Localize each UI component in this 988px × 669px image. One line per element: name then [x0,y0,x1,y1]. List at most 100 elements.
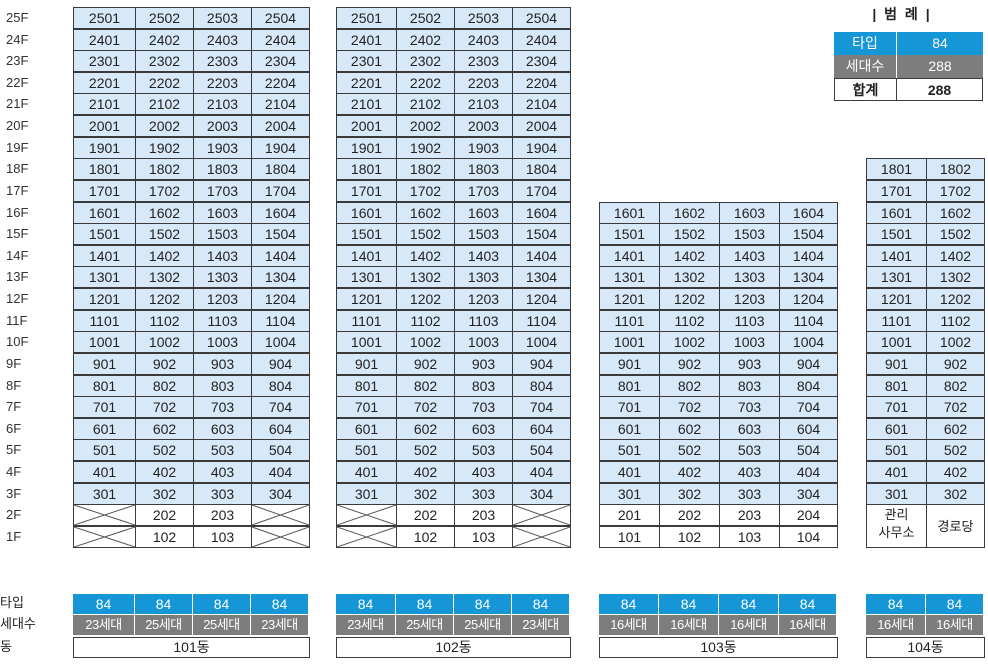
unit-cell: 1004 [251,331,310,354]
unit-cell: 1103 [193,309,252,332]
unit-cell: 601 [336,417,397,440]
row-label-building: 동 [0,639,12,654]
unit-cell: 1401 [866,244,927,267]
unit-cell: 504 [512,439,571,462]
unit-cell: 2004 [251,115,310,138]
unit-cell: 101 [599,525,660,548]
unit-cell: 503 [454,439,513,462]
unit-cell: 503 [719,439,780,462]
unit-cell: 604 [512,417,571,440]
unit-cell: 2003 [193,115,252,138]
unit-cell: 501 [73,439,136,462]
unit-cell: 1703 [193,179,252,202]
unit-cell: 1704 [512,179,571,202]
unit-cell: 103 [454,525,513,548]
type-cell: 84 [73,594,135,614]
unit-cell: 1003 [719,331,780,354]
type-cell: 84 [135,594,193,614]
unit-cell: 2104 [251,93,310,116]
unit-cell: 2303 [193,50,252,73]
unit-cell: 1803 [193,158,252,181]
unit-cell: 504 [779,439,838,462]
unit-cell: 403 [193,461,252,484]
unit-cell: 301 [599,482,660,505]
unit-cell: 603 [719,417,780,440]
building-name: 101동 [73,637,310,658]
type-cell: 84 [659,594,719,614]
unit-cell: 903 [719,352,780,375]
unit-cell: 901 [866,352,927,375]
unit-cell: 1402 [659,244,720,267]
unit-cell: 1301 [336,266,397,289]
households-cell: 16세대 [599,615,659,635]
unit-cell: 1701 [73,179,136,202]
no-unit-cell [336,525,397,548]
unit-cell: 601 [599,417,660,440]
unit-cell: 1903 [193,136,252,159]
type-cell: 84 [396,594,454,614]
unit-cell: 502 [135,439,194,462]
legend-label: 합계 [834,78,897,101]
unit-cell: 2401 [73,28,136,51]
unit-cell: 1301 [599,266,660,289]
unit-cell: 402 [396,461,455,484]
unit-cell: 2401 [336,28,397,51]
unit-cell: 1101 [599,309,660,332]
unit-cell: 302 [926,482,985,505]
unit-cell: 2103 [193,93,252,116]
unit-cell: 2503 [454,7,513,29]
unit-cell: 1401 [73,244,136,267]
households-cell: 16세대 [659,615,719,635]
unit-cell: 1304 [779,266,838,289]
households-cell: 16세대 [866,615,926,635]
unit-cell: 2203 [454,71,513,94]
unit-cell: 1701 [336,179,397,202]
unit-cell: 1403 [193,244,252,267]
type-cell: 84 [336,594,396,614]
unit-cell: 1702 [135,179,194,202]
households-cell: 25세대 [193,615,251,635]
unit-cell: 401 [73,461,136,484]
unit-cell: 904 [779,352,838,375]
unit-cell: 1601 [866,201,927,224]
unit-cell: 1304 [512,266,571,289]
no-unit-mark [337,527,396,547]
unit-cell: 1301 [73,266,136,289]
unit-cell: 1802 [396,158,455,181]
unit-cell: 1003 [193,331,252,354]
unit-cell: 1203 [454,288,513,311]
unit-cell: 1404 [512,244,571,267]
unit-cell: 1301 [866,266,927,289]
unit-cell: 1703 [454,179,513,202]
unit-cell: 1901 [336,136,397,159]
floor-label: 24F [6,31,29,47]
unit-cell: 202 [135,504,194,527]
unit-cell: 802 [396,374,455,397]
unit-cell: 602 [926,417,985,440]
no-unit-mark [252,527,309,547]
unit-cell: 2504 [251,7,310,29]
floor-label: 18F [6,161,29,177]
type-cell: 84 [779,594,837,614]
floor-label: 16F [6,204,29,220]
unit-cell: 1602 [396,201,455,224]
unit-cell: 2004 [512,115,571,138]
unit-cell: 903 [454,352,513,375]
unit-cell: 2502 [396,7,455,29]
unit-cell: 704 [512,396,571,419]
unit-cell: 402 [659,461,720,484]
unit-cell: 701 [73,396,136,419]
unit-cell: 401 [336,461,397,484]
unit-cell: 704 [779,396,838,419]
unit-cell: 802 [659,374,720,397]
unit-cell: 1001 [866,331,927,354]
unit-cell: 1603 [719,201,780,224]
unit-cell: 1302 [396,266,455,289]
unit-cell: 1902 [135,136,194,159]
floor-label: 4F [6,464,22,480]
unit-cell: 2002 [135,115,194,138]
unit-cell: 1304 [251,266,310,289]
unit-cell: 103 [193,525,252,548]
floor-label: 2F [6,507,22,523]
legend-label: 세대수 [834,55,897,78]
